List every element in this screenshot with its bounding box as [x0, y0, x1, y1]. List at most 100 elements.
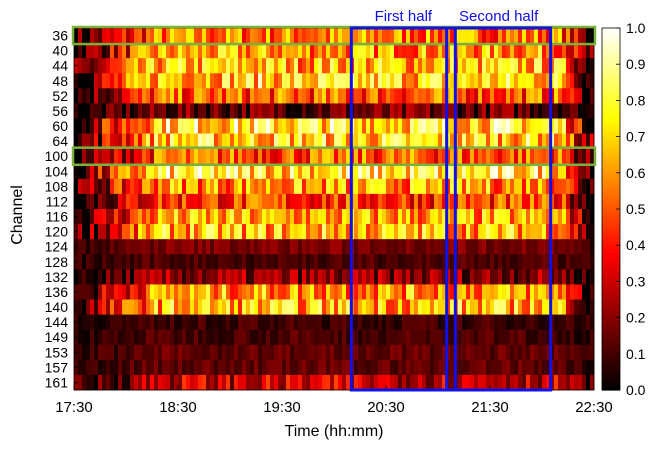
- heat-cell: [154, 88, 159, 104]
- heat-cell: [242, 193, 247, 210]
- heat-cell: [98, 209, 103, 225]
- heat-cell: [370, 133, 375, 149]
- heat-cell: [538, 374, 543, 391]
- heat-cell: [354, 163, 359, 180]
- heat-cell: [278, 239, 283, 255]
- heat-cell: [114, 178, 119, 195]
- heat-cell: [290, 224, 295, 240]
- heat-cell: [570, 299, 575, 315]
- heat-cell: [282, 58, 287, 74]
- heat-cell: [474, 344, 479, 361]
- heat-cell: [462, 103, 467, 119]
- heat-cell: [542, 329, 547, 346]
- heat-cell: [302, 73, 307, 89]
- heat-cell: [534, 193, 539, 210]
- heat-cell: [386, 43, 391, 59]
- heat-cell: [246, 58, 251, 74]
- heat-cell: [342, 374, 347, 391]
- heat-cell: [358, 178, 363, 195]
- heat-cell: [490, 224, 495, 240]
- heat-cell: [430, 254, 435, 270]
- heat-cell: [222, 209, 227, 225]
- heat-cell: [354, 359, 359, 376]
- heat-cell: [122, 209, 127, 225]
- heat-cell: [434, 224, 439, 240]
- heat-cell: [502, 344, 507, 361]
- heat-cell: [214, 163, 219, 180]
- heat-cell: [534, 178, 539, 195]
- heat-cell: [138, 239, 143, 255]
- heat-cell: [166, 88, 171, 104]
- heat-cell: [162, 239, 167, 255]
- heat-cell: [214, 224, 219, 240]
- heat-cell: [410, 73, 415, 89]
- heat-cell: [126, 269, 131, 285]
- colorbar-swatch: [602, 302, 620, 307]
- heat-cell: [190, 374, 195, 391]
- heat-cell: [502, 133, 507, 149]
- colorbar-swatch: [602, 266, 620, 270]
- heat-cell: [362, 88, 367, 104]
- heat-cell: [426, 269, 431, 285]
- heat-cell: [90, 284, 95, 300]
- heat-cell: [474, 193, 479, 210]
- heat-cell: [422, 359, 427, 376]
- heat-cell: [498, 133, 503, 149]
- heat-cell: [242, 178, 247, 195]
- heat-cell: [118, 43, 123, 59]
- heat-cell: [114, 374, 119, 391]
- heat-cell: [446, 239, 451, 255]
- heat-cell: [486, 163, 491, 180]
- heat-cell: [302, 209, 307, 225]
- heat-cell: [366, 178, 371, 195]
- heat-cell: [106, 118, 111, 134]
- heat-cell: [246, 359, 251, 376]
- heat-cell: [378, 28, 383, 44]
- heat-cell: [250, 254, 255, 270]
- heat-cell: [158, 374, 163, 391]
- heat-cell: [330, 239, 335, 255]
- colorbar-tick-label: 0.0: [626, 382, 646, 398]
- heat-cell: [550, 269, 555, 285]
- heat-cell: [414, 254, 419, 270]
- heat-cell: [590, 133, 595, 149]
- heat-cell: [162, 148, 167, 165]
- heat-cell: [518, 58, 523, 74]
- heat-cell: [266, 148, 271, 165]
- heat-cell: [338, 209, 343, 225]
- heat-cell: [266, 163, 271, 180]
- heat-cell: [114, 209, 119, 225]
- heat-cell: [358, 133, 363, 149]
- heat-cell: [418, 209, 423, 225]
- heat-cell: [190, 28, 195, 44]
- heat-cell: [450, 374, 455, 391]
- heat-cell: [198, 254, 203, 270]
- heat-cell: [326, 58, 331, 74]
- heat-cell: [178, 193, 183, 210]
- heat-cell: [86, 58, 91, 74]
- heat-cell: [106, 359, 111, 376]
- heat-cell: [238, 224, 243, 240]
- colorbar-swatch: [602, 67, 620, 71]
- heat-cell: [302, 163, 307, 180]
- heat-cell: [250, 284, 255, 300]
- heat-cell: [242, 163, 247, 180]
- heat-cell: [478, 193, 483, 210]
- heat-cell: [266, 374, 271, 391]
- heat-cell: [542, 43, 547, 59]
- heat-cell: [230, 88, 235, 104]
- heat-cell: [434, 359, 439, 376]
- heat-cell: [554, 269, 559, 285]
- heat-cell: [582, 43, 587, 59]
- heat-cell: [318, 299, 323, 315]
- heat-cell: [450, 239, 455, 255]
- heat-cell: [574, 239, 579, 255]
- heat-cell: [590, 299, 595, 315]
- heat-cell: [206, 103, 211, 119]
- colorbar-swatch: [602, 157, 620, 162]
- heat-cell: [586, 239, 591, 255]
- heat-cell: [466, 163, 471, 180]
- heat-cell: [222, 148, 227, 165]
- heat-cell: [318, 73, 323, 89]
- heat-cell: [94, 73, 99, 89]
